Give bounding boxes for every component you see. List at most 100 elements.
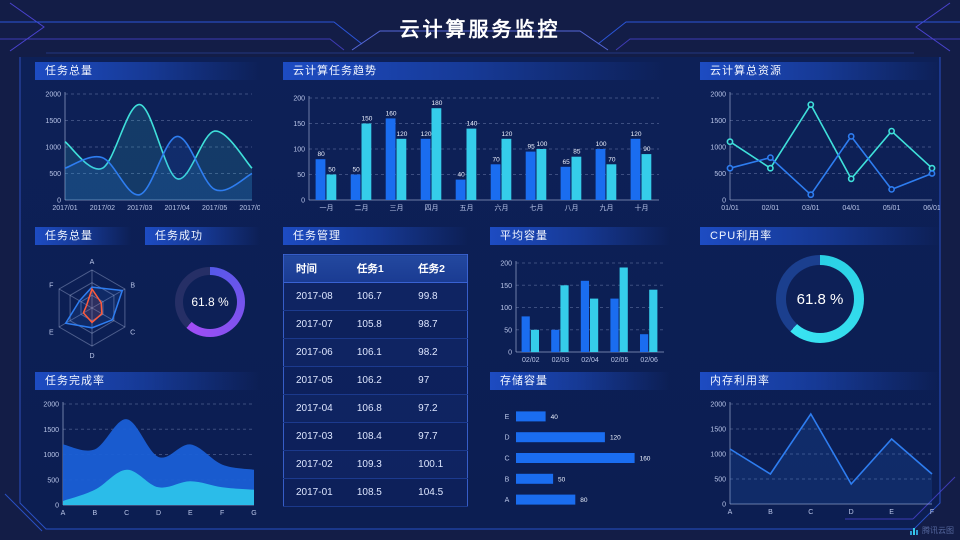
bar: [315, 159, 326, 200]
y-tick-label: 0: [508, 350, 512, 357]
panel-task-total-radar: 任务总量: [35, 227, 131, 245]
bar: [455, 179, 466, 200]
panel-task-completion: 任务完成率 0 500 1000 1500 2000 A B C D E F G: [35, 372, 260, 518]
x-tick-label: 02/04: [581, 357, 599, 364]
watermark-logo: 腾讯云图: [909, 525, 954, 536]
bar-value-label: 160: [640, 456, 651, 463]
bar-value-label: 180: [431, 100, 442, 107]
bar: [385, 118, 396, 200]
table-row: 2017-07 105.8 98.7: [283, 310, 468, 339]
radar-series: [82, 287, 103, 324]
bar-value-label: 120: [610, 435, 621, 442]
x-tick-label: A: [61, 510, 66, 517]
data-point: [726, 164, 734, 172]
task-table: 时间 任务1 任务2 2017-08 106.7 99.8 2017-07 105.8 98.…: [283, 254, 468, 507]
table-cell: 104.5: [406, 478, 468, 507]
y-tick-label: 1000: [710, 145, 726, 152]
radar-axis-label: F: [49, 283, 53, 290]
table-cell: 97.2: [406, 394, 468, 423]
table-cell: 98.7: [406, 310, 468, 339]
bar-value-label: 120: [421, 131, 432, 138]
table-cell: 108.4: [344, 422, 407, 451]
x-tick-label: 七月: [530, 203, 544, 212]
bar: [516, 494, 576, 505]
table-header-row: 时间 任务1 任务2: [283, 254, 468, 283]
table-cell: 2017-01: [283, 478, 345, 507]
panel-title: CPU利用率: [700, 227, 940, 245]
x-tick-label: 五月: [460, 204, 474, 212]
y-tick-label: 1000: [710, 452, 726, 459]
category-label: D: [504, 435, 509, 442]
task-table-body: 2017-08 106.7 99.8 2017-07 105.8 98.7 2017-06 1…: [283, 282, 468, 507]
table-row: 2017-03 108.4 97.7: [283, 422, 468, 451]
table-row: 2017-06 106.1 98.2: [283, 338, 468, 367]
y-tick-label: 0: [55, 503, 59, 510]
data-point: [726, 138, 734, 146]
x-tick-label: F: [220, 510, 224, 517]
radar-series: [64, 286, 124, 329]
y-tick-label: 500: [714, 171, 726, 178]
y-tick-label: 100: [500, 305, 512, 312]
series-line: [64, 135, 253, 196]
x-tick-label: B: [92, 510, 97, 517]
x-tick-label: 01/01: [721, 205, 739, 212]
panel-memory-usage: 内存利用率 0 500 1000 1500 2000 A B C D E F: [700, 372, 940, 518]
x-tick-label: E: [188, 510, 193, 517]
gauge-value-unit: %: [218, 295, 229, 309]
bar-value-label: 65: [562, 159, 570, 166]
table-row: 2017-01 108.5 104.5: [283, 478, 468, 507]
x-tick-label: 2017/03: [127, 205, 152, 212]
series-area: [65, 104, 252, 200]
bar: [326, 174, 337, 200]
bar: [536, 149, 547, 200]
x-tick-label: A: [728, 509, 733, 516]
radar-grid: [58, 269, 126, 347]
x-tick-label: 03/01: [802, 205, 820, 212]
x-tick-label: 九月: [600, 203, 614, 212]
x-tick-label: 2017/05: [202, 205, 227, 212]
bar: [551, 329, 560, 353]
bar-value-label: 50: [558, 476, 566, 483]
bar: [560, 166, 571, 200]
panel-cloud-total-resource: 云计算总资源 0 500 1000 1500 2000 01/01 02/01 03/01 04…: [700, 62, 940, 214]
bar-value-label: 40: [457, 172, 465, 179]
table-cell: 98.2: [406, 338, 468, 367]
x-tick-label: 2017/01: [52, 205, 77, 212]
y-tick-label: 500: [47, 477, 59, 484]
table-row: 2017-02 109.3 100.1: [283, 450, 468, 479]
page-title: 云计算服务监控: [399, 19, 561, 41]
data-point: [847, 133, 855, 140]
x-tick-label: 八月: [565, 204, 579, 212]
x-tick-label: 02/03: [552, 357, 570, 364]
y-tick-label: 1500: [710, 427, 726, 434]
x-tick-label: 三月: [390, 204, 404, 212]
category-label: C: [504, 456, 509, 463]
bar: [431, 108, 442, 200]
cloud-task-trend-bar-chart: 0 50 100 150 200 一月 二月 三月 四月 五月 六月 七月 八月 九月 十月 80 50 160 1…: [293, 96, 659, 212]
y-tick-label: 2000: [710, 402, 726, 409]
data-point: [888, 127, 895, 135]
bar-value-label: 90: [643, 146, 651, 153]
table-cell: 106.2: [344, 366, 407, 395]
x-tick-label: 十月: [635, 203, 649, 212]
y-tick-label: 100: [293, 147, 305, 154]
gauge-value-number: 61.8: [796, 290, 826, 308]
bar-value-label: 160: [386, 110, 397, 117]
x-tick-label: 二月: [355, 204, 369, 212]
bar: [466, 128, 477, 200]
x-tick-label: 05/01: [883, 205, 901, 212]
header: 云计算服务监控: [0, 0, 960, 55]
x-tick-label: 04/01: [842, 205, 860, 212]
radar-grid: [80, 294, 104, 322]
table-cell: 108.5: [344, 478, 407, 507]
gauge-value-unit: %: [830, 290, 844, 308]
bar: [580, 280, 589, 352]
bar: [530, 329, 539, 353]
y-tick-label: 2000: [43, 402, 59, 409]
bar: [640, 334, 649, 352]
x-tick-label: E: [889, 509, 894, 516]
bar: [571, 156, 582, 200]
y-tick-label: 1000: [45, 145, 61, 152]
radar-axis-label: A: [90, 259, 95, 266]
radar-grid: [69, 282, 115, 334]
